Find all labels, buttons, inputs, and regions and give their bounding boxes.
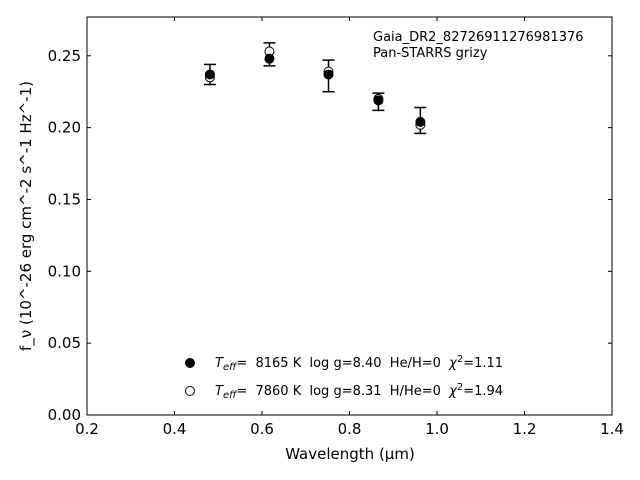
legend: Teff= 8165 K log g=8.40 He/H=0 χ2=1.11 T… [185,354,503,401]
point-filled-0 [204,69,215,80]
legend-2-chi-value: =1.94 [463,384,503,399]
legend-2-chi: χ [448,384,458,399]
legend-2-teff-sub: eff [223,390,238,401]
x-axis-label: Wavelength (μm) [285,445,415,463]
data-points [204,46,426,130]
legend-1-params: = 8165 K log g=8.40 He/H=0 [236,356,449,371]
x-tick-label-1: 0.4 [163,420,187,438]
point-filled-1 [264,53,275,64]
legend-2-teff: T [215,384,224,399]
x-tick-label-0: 0.2 [75,420,99,438]
legend-2-chi-sup: 2 [457,382,463,393]
legend-entry-2: Teff= 7860 K log g=8.31 H/He=0 χ2=1.94 [215,382,503,401]
y-tick-label-1: 0.05 [48,334,81,352]
point-filled-4 [415,116,426,127]
annotation-line-1: Gaia_DR2_82726911276981376 [373,30,584,45]
axis-ticks: 0.2 0.4 0.6 0.8 1.0 1.2 1.4 0.00 0.05 0.10 0.15 0.2… [48,17,624,438]
annotation-line-2: Pan-STARRS grizy [373,46,488,61]
point-filled-2 [323,69,334,80]
plot-area [86,16,613,416]
x-tick-label-5: 1.2 [513,420,537,438]
legend-marker-open [185,386,195,396]
legend-1-teff-sub: eff [223,362,238,373]
legend-1-chi: χ [448,356,458,371]
legend-entry-1: Teff= 8165 K log g=8.40 He/H=0 χ2=1.11 [215,354,503,373]
x-tick-label-3: 0.8 [338,420,362,438]
point-filled-3 [373,95,384,106]
x-tick-label-6: 1.4 [600,420,624,438]
y-tick-label-2: 0.10 [48,262,81,280]
x-tick-label-4: 1.0 [425,420,449,438]
legend-marker-filled [185,358,195,368]
legend-1-teff: T [215,356,224,371]
legend-1-chi-value: =1.11 [463,356,503,371]
x-tick-label-2: 0.6 [250,420,274,438]
y-tick-label-5: 0.25 [48,47,81,65]
legend-2-params: = 7860 K log g=8.31 H/He=0 [236,384,449,399]
y-axis-label: f_ν (10^-26 erg cm^-2 s^-1 Hz^-1) [17,81,36,351]
y-tick-label-0: 0.00 [48,406,81,424]
annotation: Gaia_DR2_82726911276981376 Pan-STARRS gr… [373,30,584,61]
y-tick-label-3: 0.15 [48,190,81,208]
legend-1-chi-sup: 2 [457,354,463,365]
y-tick-label-4: 0.20 [48,119,81,137]
